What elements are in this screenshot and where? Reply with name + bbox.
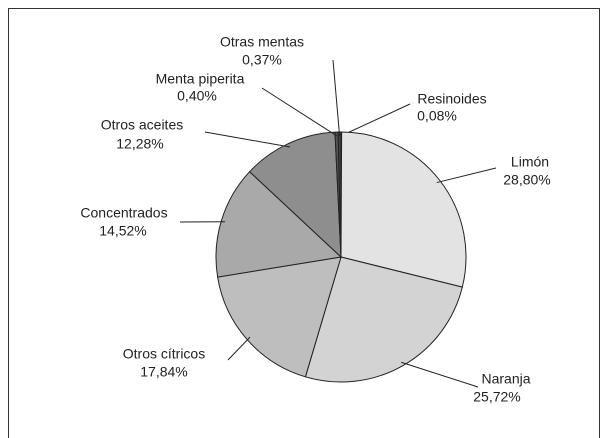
slice-value-label: 14,52% <box>99 223 146 239</box>
leader-line <box>227 336 251 361</box>
slice-value-label: 0,37% <box>242 52 282 68</box>
slice-label: Naranja <box>481 371 530 387</box>
leader-line <box>332 59 341 136</box>
leader-line <box>261 87 337 137</box>
pie-slice <box>248 131 342 259</box>
pie-slice <box>215 171 343 278</box>
slice-label: Resinoides <box>417 91 486 107</box>
slice-label: Concentrados <box>80 205 167 221</box>
leader-line <box>401 361 479 388</box>
slice-label: Menta piperita <box>156 71 245 87</box>
slice-value-label: 17,84% <box>140 364 187 380</box>
leader-line <box>204 131 291 148</box>
slice-value-label: 28,80% <box>503 172 550 188</box>
slice-value-label: 25,72% <box>473 389 520 405</box>
pie-slice <box>340 131 467 288</box>
slice-label: Otras mentas <box>220 34 304 50</box>
leader-line <box>341 103 411 137</box>
frame <box>8 8 600 438</box>
leader-line <box>436 167 497 184</box>
slice-value-label: 12,28% <box>116 136 163 152</box>
slice-value-label: 0,40% <box>177 88 217 104</box>
slice-label: Limón <box>511 154 549 170</box>
pie-slice <box>304 256 463 383</box>
slice-value-label: 0,08% <box>417 108 457 124</box>
slice-label: Otros aceites <box>101 117 183 133</box>
slice-label: Otros cítricos <box>123 346 205 362</box>
